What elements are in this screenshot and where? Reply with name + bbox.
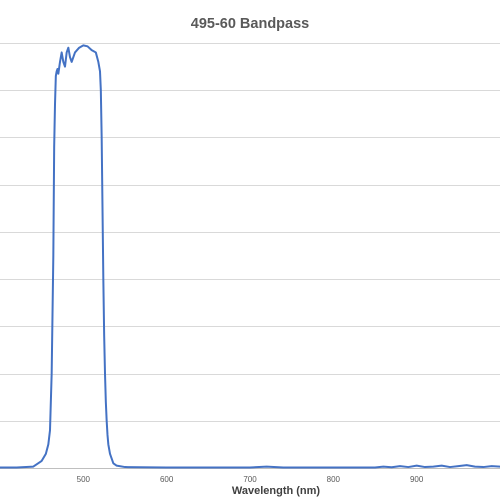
x-tick-label: 600 <box>160 475 174 484</box>
series-layer <box>0 44 500 469</box>
x-tick-label: 500 <box>77 475 91 484</box>
x-tick-label: 800 <box>327 475 341 484</box>
x-tick-label: 900 <box>410 475 424 484</box>
x-axis-label: Wavelength (nm) <box>232 485 321 497</box>
chart-title: 495-60 Bandpass <box>191 16 309 32</box>
series-line <box>0 44 500 469</box>
x-tick-labels: 500 600 700 800 900 <box>77 475 424 484</box>
x-tick-label: 700 <box>243 475 257 484</box>
gridlines <box>0 43 500 422</box>
